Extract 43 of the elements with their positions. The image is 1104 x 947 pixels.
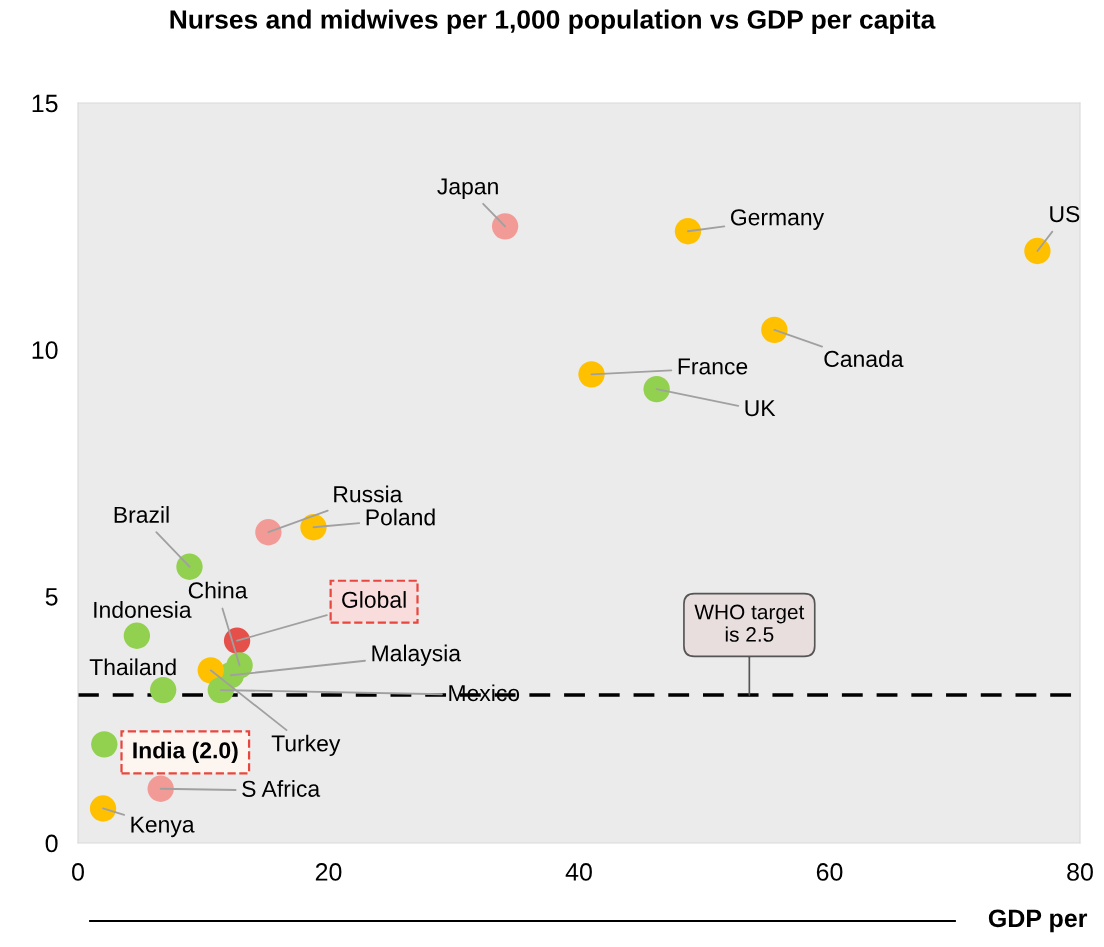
point <box>761 316 788 344</box>
annotation: Thailand <box>89 658 176 676</box>
annotation: Poland <box>366 508 435 526</box>
annotation: S Africa <box>242 780 321 797</box>
x-tick-label: 0 <box>72 863 84 881</box>
point <box>123 622 151 649</box>
annotation: Kenya <box>131 816 195 838</box>
point <box>149 676 177 704</box>
chart-title: Nurses and midwives per 1,000 population vs GDP per capita <box>170 9 936 35</box>
annotation: Japan <box>437 178 498 200</box>
annotation: France <box>678 358 748 375</box>
x-tick-label: 60 <box>816 863 843 881</box>
point <box>255 519 282 546</box>
annotation: Germany <box>731 209 825 230</box>
y-tick-label: 5 <box>45 588 58 606</box>
annotation: Global <box>342 591 406 608</box>
x-tick-label: 40 <box>565 863 592 881</box>
annotation: US <box>1050 205 1080 223</box>
point <box>491 213 519 240</box>
annotation: Malaysia <box>372 644 462 666</box>
point <box>578 361 605 388</box>
point <box>1024 237 1051 265</box>
x-tick-label: 20 <box>315 863 342 881</box>
point <box>147 775 174 802</box>
y-tick-label: 15 <box>32 94 58 113</box>
annotation: Turkey <box>271 734 341 757</box>
point <box>643 375 670 403</box>
annotation: Canada <box>824 350 904 368</box>
annotation: India (2.0) <box>133 741 238 764</box>
annotation: China <box>188 581 248 599</box>
point <box>91 731 118 758</box>
annotation: Russia <box>334 485 403 503</box>
y-tick-label: 10 <box>32 341 58 359</box>
x-tick-label: 80 <box>1067 863 1093 881</box>
annotation: WHO target is 2.5 <box>694 604 805 642</box>
point <box>176 553 203 580</box>
point <box>89 795 117 822</box>
annotation: Indonesia <box>94 601 192 618</box>
y-tick-label: 0 <box>45 834 58 853</box>
point <box>674 218 702 245</box>
annotation: Brazil <box>114 506 169 523</box>
annotation: UK <box>745 400 776 417</box>
x-axis-title: GDP per <box>988 909 1088 933</box>
